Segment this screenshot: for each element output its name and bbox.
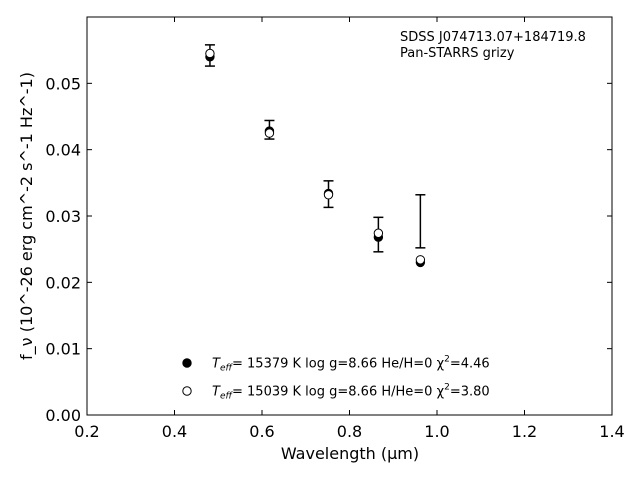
- model-point-open: [373, 228, 384, 238]
- legend-marker: [182, 386, 192, 396]
- data-points: [205, 48, 426, 268]
- y-tick-label: 0.00: [45, 406, 81, 425]
- x-tick-label: 1.0: [424, 422, 449, 441]
- model-point-open: [415, 255, 426, 265]
- x-tick-label: 0.8: [337, 422, 362, 441]
- error-bar: [415, 194, 426, 249]
- annotation-line-2: Pan-STARRS grizy: [400, 46, 515, 61]
- x-tick-label: 0.4: [162, 422, 187, 441]
- model-point-open: [323, 190, 334, 200]
- annotation-line-1: SDSS J074713.07+184719.8: [400, 30, 586, 45]
- y-tick-label: 0.04: [45, 141, 81, 160]
- y-tick-label: 0.02: [45, 273, 81, 292]
- y-tick-label: 0.01: [45, 340, 81, 359]
- x-tick-label: 1.2: [512, 422, 537, 441]
- legend: Teff= 15379 K log g=8.66 He/H=0 χ2=4.46 T…: [182, 355, 490, 402]
- legend-entry: Teff= 15379 K log g=8.66 He/H=0 χ2=4.46: [212, 355, 490, 374]
- error-bars: [204, 44, 426, 253]
- legend-marker: [182, 358, 192, 368]
- model-point-open: [264, 128, 275, 138]
- y-tick-label: 0.05: [45, 74, 81, 93]
- x-tick-label: 0.2: [74, 422, 99, 441]
- y-tick-label: 0.03: [45, 207, 81, 226]
- x-axis-label: Wavelength (μm): [281, 444, 419, 463]
- y-axis-label: f_ν (10^-26 erg cm^-2 s^-1 Hz^-1): [17, 72, 37, 360]
- axis-ticks: 0.2 0.4 0.6 0.8 1.0 1.2 1.4 0.00 0.01 0.02 0.03 0.0…: [45, 17, 625, 441]
- plot-frame: [86, 16, 613, 416]
- x-tick-label: 1.4: [599, 422, 624, 441]
- legend-entry: Teff= 15039 K log g=8.66 H/He=0 χ2=3.80: [212, 383, 490, 402]
- x-tick-label: 0.6: [249, 422, 274, 441]
- model-point-open: [205, 48, 215, 59]
